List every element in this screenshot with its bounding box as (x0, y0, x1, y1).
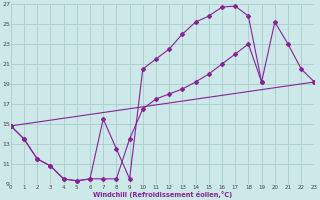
X-axis label: Windchill (Refroidissement éolien,°C): Windchill (Refroidissement éolien,°C) (93, 191, 232, 198)
